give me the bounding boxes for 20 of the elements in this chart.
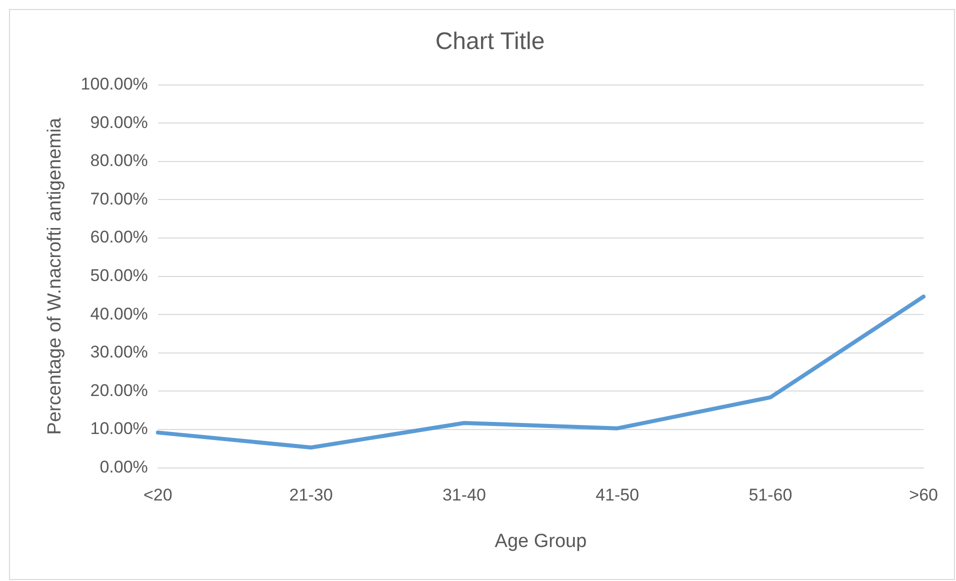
y-tick-label: 100.00% bbox=[80, 74, 148, 94]
y-tick-label: 70.00% bbox=[90, 189, 148, 208]
y-tick-label: 50.00% bbox=[90, 266, 148, 285]
x-tick-label: 51-60 bbox=[748, 486, 792, 505]
y-tick-label: 20.00% bbox=[90, 380, 148, 400]
x-tick-label: 21-30 bbox=[289, 486, 333, 505]
x-tick-label: >60 bbox=[909, 486, 938, 505]
y-tick-label: 40.00% bbox=[90, 304, 148, 324]
y-tick-label: 90.00% bbox=[90, 112, 148, 132]
y-tick-label: 80.00% bbox=[90, 151, 148, 170]
y-tick-label: 60.00% bbox=[90, 228, 148, 247]
x-tick-label: <20 bbox=[143, 486, 172, 505]
x-tick-label: 31-40 bbox=[442, 486, 486, 505]
chart-title: Chart Title bbox=[435, 28, 545, 56]
x-tick-label: 41-50 bbox=[596, 486, 640, 505]
y-tick-label: 0.00% bbox=[100, 457, 148, 476]
y-tick-label: 30.00% bbox=[90, 342, 148, 362]
x-axis-title: Age Group bbox=[494, 530, 587, 552]
y-axis-title: Percentage of W.nacrofti antigenemia bbox=[44, 117, 66, 435]
y-tick-label: 10.00% bbox=[90, 419, 148, 438]
